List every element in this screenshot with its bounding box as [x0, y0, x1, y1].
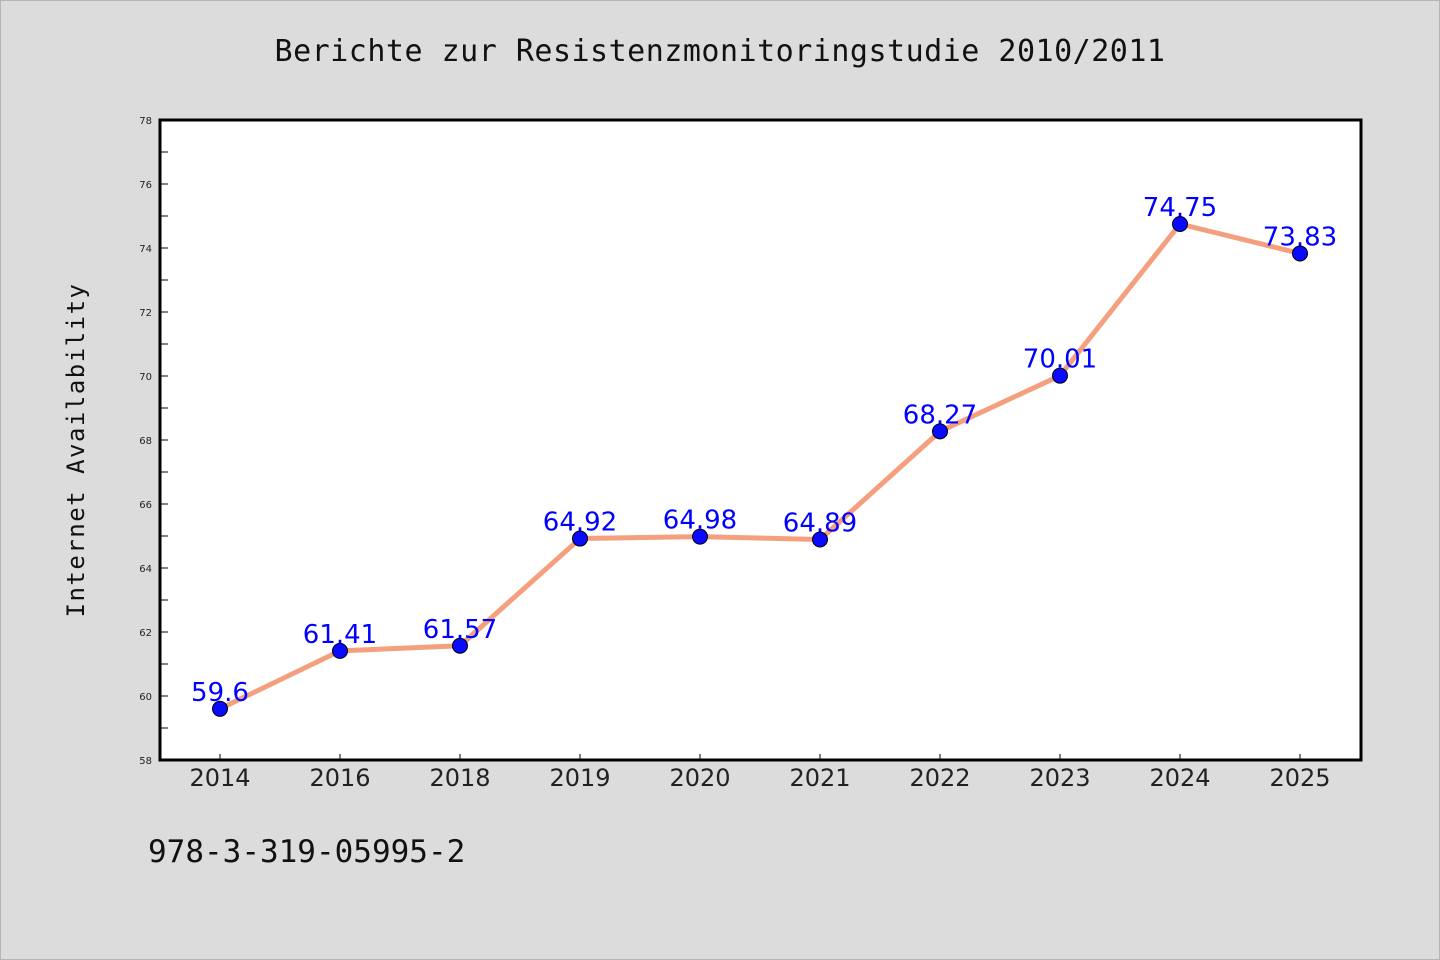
x-tick-label: 2018	[429, 764, 490, 792]
x-tick-label: 2023	[1029, 764, 1090, 792]
data-label: 61.57	[423, 615, 497, 645]
x-tick-label: 2020	[669, 764, 730, 792]
data-label: 64.98	[663, 506, 737, 536]
data-label: 64.89	[783, 509, 857, 539]
data-label: 73.83	[1263, 222, 1337, 252]
data-point	[452, 637, 468, 654]
data-point	[212, 700, 228, 717]
data-label: 61.41	[303, 620, 377, 650]
y-tick-label: 72	[139, 308, 152, 319]
data-label: 74.75	[1143, 193, 1217, 223]
y-tick-label: 58	[139, 756, 152, 767]
x-tick-label: 2014	[189, 764, 250, 792]
y-tick-label: 76	[139, 180, 152, 191]
data-point	[812, 531, 828, 548]
plot-area	[160, 120, 1361, 760]
y-tick-label: 62	[139, 628, 152, 639]
y-tick-label: 68	[139, 436, 152, 447]
x-tick-label: 2016	[309, 764, 370, 792]
data-point	[332, 642, 348, 659]
x-axis-ticks: 2014 2016 2018 2019 2020 2021 2022 2023 2024 2025	[189, 754, 1331, 792]
data-label: 68.27	[903, 400, 977, 430]
data-label: 59.6	[191, 678, 249, 708]
chart-title: Berichte zur Resistenzmonitoringstudie 2…	[274, 34, 1166, 69]
x-tick-label: 2019	[549, 764, 610, 792]
data-labels: 59.6 61.41 61.57 64.92 64.98 64.89 68.27 70.01 7…	[191, 193, 1337, 708]
data-point	[1052, 367, 1068, 384]
y-tick-label: 60	[139, 692, 152, 703]
x-tick-label: 2025	[1269, 764, 1330, 792]
footer-isbn: 978-3-319-05995-2	[148, 834, 466, 870]
data-point	[1172, 216, 1188, 232]
data-point	[572, 530, 588, 547]
data-point	[692, 528, 708, 545]
y-tick-label: 70	[139, 372, 152, 383]
y-tick-label: 64	[139, 564, 152, 575]
series-line	[217, 221, 1303, 712]
data-points	[212, 216, 1308, 717]
y-tick-label: 78	[139, 116, 152, 127]
x-tick-label: 2024	[1149, 764, 1210, 792]
x-tick-label: 2022	[909, 764, 970, 792]
y-tick-label: 66	[139, 500, 152, 511]
data-point	[1292, 245, 1308, 262]
data-label: 64.92	[543, 508, 617, 538]
data-point	[932, 423, 948, 440]
data-label: 70.01	[1023, 345, 1097, 375]
y-tick-label: 74	[139, 244, 152, 255]
plot-border	[158, 118, 1363, 762]
x-tick-label: 2021	[789, 764, 850, 792]
